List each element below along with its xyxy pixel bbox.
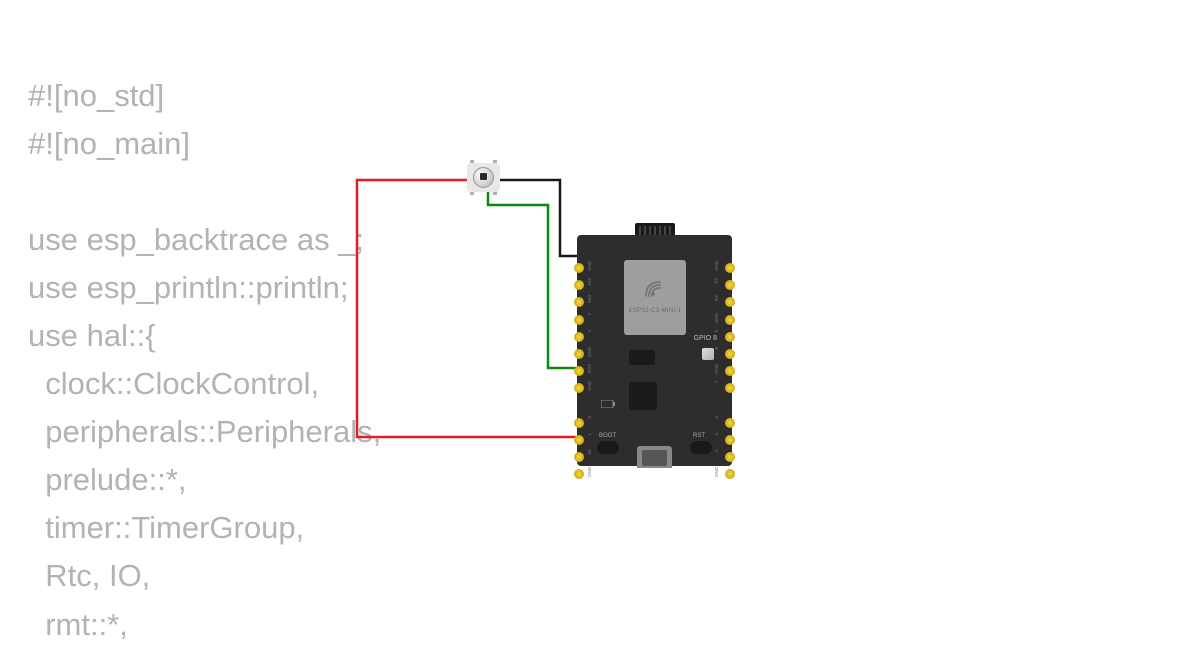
pin-label: 3: [587, 330, 592, 333]
wire-red: [357, 180, 579, 437]
header-pin: [574, 418, 584, 428]
pin-label: RST: [587, 364, 592, 373]
rst-button: [690, 441, 712, 454]
header-pin: [725, 280, 735, 290]
led-chip: [480, 173, 487, 180]
chip-main: [629, 382, 657, 410]
pin-label: 9: [714, 330, 719, 333]
pin-label: 3V3: [587, 295, 592, 303]
header-pin: [574, 435, 584, 445]
header-pin: [574, 452, 584, 462]
pin-label: GND: [714, 364, 719, 374]
header-pin: [725, 297, 735, 307]
pins-left: [574, 263, 584, 486]
wire-black: [500, 180, 580, 256]
header-pin: [725, 366, 735, 376]
pin-label: 5: [714, 433, 719, 436]
header-pin: [725, 435, 735, 445]
shield-label: ESP32-C3-MINI-1: [624, 308, 686, 314]
pin-label: 7: [714, 381, 719, 384]
header-pin: [574, 297, 584, 307]
header-pin: [574, 469, 584, 479]
led-body: [467, 163, 500, 192]
header-pin: [574, 315, 584, 325]
pin-label: GND: [587, 347, 592, 357]
pin-label: 2: [587, 313, 592, 316]
pin-label: 4: [714, 450, 719, 453]
pin-label: RX: [714, 295, 719, 301]
rst-label: RST: [693, 433, 705, 439]
pin-label: 8: [714, 347, 719, 350]
gpio8-label: GPIO 8: [694, 335, 717, 342]
header-pin: [725, 332, 735, 342]
pin-label: 1: [587, 433, 592, 436]
header-pin: [725, 418, 735, 428]
pcb: ESP32-C3-MINI-1 GPIO 8 BOOT RST GND 3V3 3V…: [577, 235, 732, 466]
header-pin: [725, 349, 735, 359]
boot-label: BOOT: [599, 433, 616, 439]
pin-label: GND: [587, 381, 592, 391]
header-pin: [574, 383, 584, 393]
pin-label: GND: [587, 261, 592, 271]
pin-label: 10: [587, 450, 592, 455]
neopixel-led: [467, 163, 500, 192]
metal-shield: ESP32-C3-MINI-1: [624, 260, 686, 335]
usb-port: [637, 446, 672, 468]
battery-icon: [601, 400, 615, 408]
wire-green: [488, 192, 580, 368]
header-pin: [725, 452, 735, 462]
pin-label: GND: [714, 467, 719, 477]
header-pin: [574, 280, 584, 290]
pin-label: GND: [587, 467, 592, 477]
boot-button: [597, 441, 619, 454]
header-pin: [725, 469, 735, 479]
pin-label: GND: [714, 313, 719, 323]
header-pin: [574, 349, 584, 359]
header-pin: [574, 332, 584, 342]
pin-label: 6: [714, 416, 719, 419]
code-overlay: #![no_std] #![no_main] use esp_backtrace…: [28, 72, 381, 649]
header-pin: [725, 383, 735, 393]
esp32-board: ESP32-C3-MINI-1 GPIO 8 BOOT RST GND 3V3 3V…: [577, 223, 732, 466]
chip-sot: [629, 350, 655, 365]
espressif-logo-icon: [642, 274, 668, 300]
header-pin: [725, 315, 735, 325]
onboard-led: [702, 348, 714, 360]
header-pin: [574, 366, 584, 376]
pin-label: TX: [714, 278, 719, 284]
pin-label: 0: [587, 416, 592, 419]
pin-label: 3V3: [587, 278, 592, 286]
header-pin: [574, 263, 584, 273]
header-pin: [725, 263, 735, 273]
pins-right: [725, 263, 735, 486]
pin-label: GND: [714, 261, 719, 271]
